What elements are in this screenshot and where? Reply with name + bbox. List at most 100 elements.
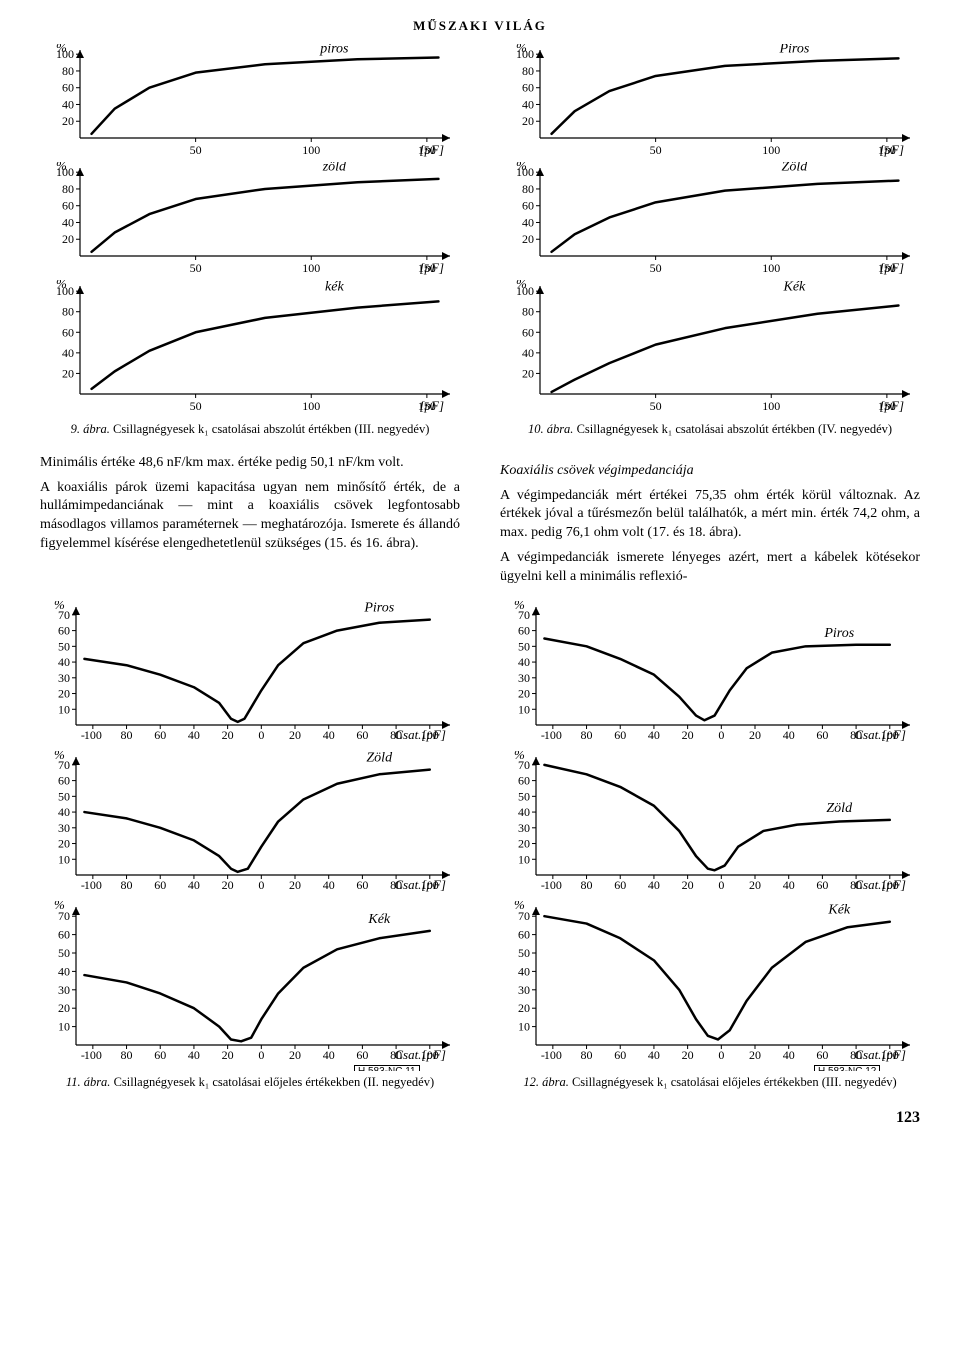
bottom-row: 10203040506070%10080604020020406080100-C… bbox=[40, 601, 920, 1091]
svg-text:100: 100 bbox=[302, 399, 320, 413]
svg-text:50: 50 bbox=[518, 946, 530, 960]
svg-text:30: 30 bbox=[518, 671, 530, 685]
text-right-heading: Koaxiális csövek végimpedanciája bbox=[500, 462, 920, 481]
col-left-top: 20406080100%50100150[pF]piros20406080100… bbox=[40, 44, 460, 438]
svg-text:Piros: Piros bbox=[778, 44, 809, 56]
col-left-bottom: 10203040506070%10080604020020406080100-C… bbox=[40, 601, 460, 1091]
svg-text:20: 20 bbox=[62, 366, 74, 380]
svg-text:20: 20 bbox=[749, 1048, 761, 1062]
svg-text:80: 80 bbox=[522, 64, 534, 78]
svg-text:[pF]: [pF] bbox=[419, 260, 444, 275]
svg-text:30: 30 bbox=[58, 671, 70, 685]
svg-text:100: 100 bbox=[84, 728, 102, 742]
svg-text:40: 40 bbox=[323, 728, 335, 742]
svg-text:piros: piros bbox=[319, 44, 349, 56]
svg-text:60: 60 bbox=[356, 878, 368, 892]
svg-text:-: - bbox=[541, 878, 545, 892]
svg-text:Zöld: Zöld bbox=[782, 162, 809, 174]
svg-text:60: 60 bbox=[58, 928, 70, 942]
svg-text:80: 80 bbox=[522, 182, 534, 196]
text-left: Minimális értéke 48,6 nF/km max. értéke … bbox=[40, 454, 460, 593]
svg-text:60: 60 bbox=[58, 624, 70, 638]
svg-text:20: 20 bbox=[289, 728, 301, 742]
svg-text:%: % bbox=[516, 162, 527, 173]
svg-text:-: - bbox=[81, 728, 85, 742]
figure-10: 20406080100%50100150[pF]Piros20406080100… bbox=[500, 44, 920, 418]
svg-text:100: 100 bbox=[544, 728, 562, 742]
svg-text:0: 0 bbox=[718, 728, 724, 742]
svg-text:%: % bbox=[516, 280, 527, 291]
svg-text:Zöld: Zöld bbox=[826, 801, 853, 816]
fig11-prefix: 11. ábra. bbox=[66, 1075, 111, 1089]
svg-text:60: 60 bbox=[154, 728, 166, 742]
svg-text:60: 60 bbox=[816, 878, 828, 892]
svg-text:60: 60 bbox=[522, 81, 534, 95]
svg-text:Csat.[pF]: Csat.[pF] bbox=[394, 877, 446, 892]
svg-text:80: 80 bbox=[62, 182, 74, 196]
svg-text:10: 10 bbox=[58, 1020, 70, 1034]
svg-text:%: % bbox=[514, 901, 525, 912]
svg-text:40: 40 bbox=[783, 1048, 795, 1062]
svg-text:50: 50 bbox=[58, 946, 70, 960]
svg-text:10: 10 bbox=[518, 1020, 530, 1034]
svg-text:60: 60 bbox=[62, 81, 74, 95]
page-header: MŰSZAKI VILÁG bbox=[40, 18, 920, 34]
svg-text:Kék: Kék bbox=[827, 903, 851, 918]
svg-text:%: % bbox=[54, 601, 65, 612]
svg-text:60: 60 bbox=[518, 774, 530, 788]
svg-text:0: 0 bbox=[258, 728, 264, 742]
svg-text:Piros: Piros bbox=[363, 601, 394, 616]
svg-text:100: 100 bbox=[302, 143, 320, 157]
svg-text:20: 20 bbox=[58, 1001, 70, 1015]
svg-text:[pF]: [pF] bbox=[879, 260, 904, 275]
svg-text:50: 50 bbox=[650, 261, 662, 275]
svg-text:%: % bbox=[56, 162, 67, 173]
svg-text:60: 60 bbox=[816, 728, 828, 742]
svg-text:20: 20 bbox=[682, 1048, 694, 1062]
svg-text:20: 20 bbox=[222, 1048, 234, 1062]
svg-text:kék: kék bbox=[325, 280, 344, 294]
svg-text:20: 20 bbox=[522, 114, 534, 128]
svg-text:40: 40 bbox=[648, 1048, 660, 1062]
svg-text:20: 20 bbox=[749, 728, 761, 742]
svg-text:80: 80 bbox=[121, 728, 133, 742]
fig11-caption-text: Csillagnégyesek k₁ csatolásai előjeles é… bbox=[114, 1075, 435, 1089]
svg-text:80: 80 bbox=[581, 878, 593, 892]
svg-text:60: 60 bbox=[518, 928, 530, 942]
svg-text:40: 40 bbox=[62, 97, 74, 111]
figure-11: 10203040506070%10080604020020406080100-C… bbox=[40, 601, 460, 1071]
top-row: 20406080100%50100150[pF]piros20406080100… bbox=[40, 44, 920, 438]
svg-text:[pF]: [pF] bbox=[879, 142, 904, 157]
svg-text:20: 20 bbox=[682, 728, 694, 742]
fig9-caption-text: Csillagnégyesek k₁ csatolásai abszolút é… bbox=[113, 422, 429, 436]
svg-text:100: 100 bbox=[302, 261, 320, 275]
svg-text:50: 50 bbox=[190, 143, 202, 157]
text-right-p2: A végimpedanciák ismerete lényeges azért… bbox=[500, 549, 920, 587]
svg-text:40: 40 bbox=[188, 1048, 200, 1062]
svg-text:100: 100 bbox=[762, 261, 780, 275]
svg-text:zöld: zöld bbox=[322, 162, 347, 174]
svg-text:Csat.[pF]: Csat.[pF] bbox=[854, 877, 906, 892]
svg-text:30: 30 bbox=[518, 983, 530, 997]
figure-10-caption: 10. ábra. Csillagnégyesek k₁ csatolásai … bbox=[500, 422, 920, 438]
svg-text:Csat.[pF]: Csat.[pF] bbox=[394, 1047, 446, 1062]
svg-text:Kék: Kék bbox=[782, 280, 806, 294]
svg-text:40: 40 bbox=[62, 215, 74, 229]
svg-text:40: 40 bbox=[522, 215, 534, 229]
fig12-prefix: 12. ábra. bbox=[523, 1075, 569, 1089]
svg-text:%: % bbox=[56, 280, 67, 291]
svg-text:40: 40 bbox=[783, 878, 795, 892]
svg-text:40: 40 bbox=[522, 97, 534, 111]
svg-text:-: - bbox=[81, 878, 85, 892]
svg-text:60: 60 bbox=[522, 199, 534, 213]
svg-text:20: 20 bbox=[518, 837, 530, 851]
svg-text:30: 30 bbox=[58, 821, 70, 835]
svg-text:%: % bbox=[56, 44, 67, 55]
svg-text:80: 80 bbox=[581, 728, 593, 742]
svg-text:40: 40 bbox=[188, 728, 200, 742]
svg-text:20: 20 bbox=[58, 837, 70, 851]
svg-text:40: 40 bbox=[58, 655, 70, 669]
svg-text:40: 40 bbox=[648, 728, 660, 742]
svg-text:100: 100 bbox=[762, 143, 780, 157]
svg-text:40: 40 bbox=[783, 728, 795, 742]
